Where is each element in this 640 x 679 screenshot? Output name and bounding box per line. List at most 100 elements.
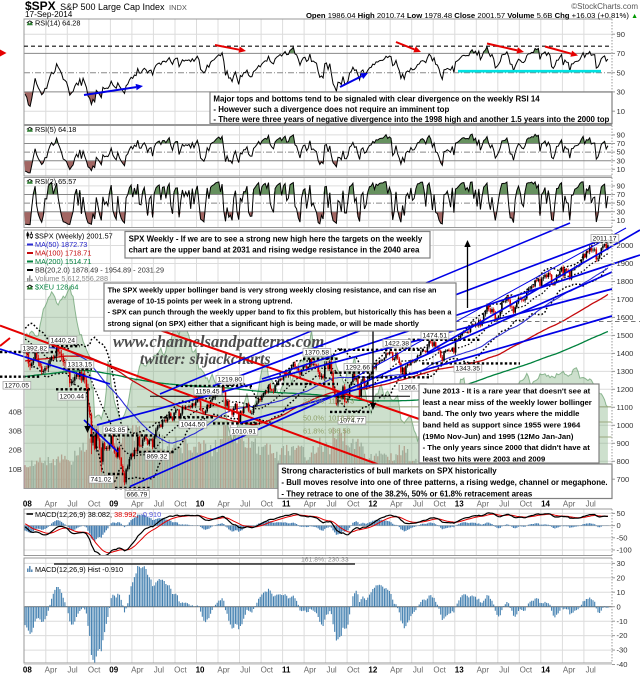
svg-text:Jul: Jul (326, 666, 336, 675)
svg-text:Oct: Oct (433, 666, 446, 675)
svg-text:Apr: Apr (390, 666, 403, 675)
svg-text:least two hits were 2003 and 2: least two hits were 2003 and 2009 (423, 454, 546, 463)
svg-text:average of 10-15 points per we: average of 10-15 points per week in a st… (108, 297, 293, 306)
svg-text:Oct: Oct (261, 666, 274, 675)
svg-text:- Bull moves resolve into one: - Bull moves resolve into one of three p… (281, 478, 607, 487)
svg-text:RSI(2) 65.57: RSI(2) 65.57 (35, 177, 76, 186)
svg-text:10: 10 (617, 107, 625, 116)
svg-text:10: 10 (617, 216, 625, 225)
svg-text:Jul: Jul (154, 500, 164, 509)
svg-text:Jul: Jul (413, 500, 423, 509)
svg-text:Apr: Apr (477, 666, 490, 675)
svg-text:50: 50 (617, 509, 625, 518)
svg-text:30: 30 (617, 156, 625, 165)
svg-text:Jul: Jul (240, 500, 250, 509)
svg-text:least a near miss of the weekl: least a near miss of the weekly lower bo… (423, 398, 592, 407)
svg-text:-30: -30 (617, 646, 628, 655)
svg-text:800: 800 (617, 457, 630, 466)
svg-text:Oct: Oct (433, 500, 446, 509)
svg-text:38.2%: 1101.73: 38.2%: 1101.73 (303, 397, 354, 406)
svg-text:Apr: Apr (304, 500, 317, 509)
svg-text:MACD(12,26,9) 38.082, 38.992,: MACD(12,26,9) 38.082, 38.992, -0.910 (35, 510, 161, 519)
svg-text:1700: 1700 (617, 295, 634, 304)
svg-text:741.02: 741.02 (91, 477, 112, 484)
svg-text:1600: 1600 (617, 313, 634, 322)
svg-text:1010.91: 1010.91 (232, 429, 257, 436)
svg-text:09: 09 (109, 500, 118, 509)
svg-text:10: 10 (617, 165, 625, 174)
svg-text:2011.17: 2011.17 (593, 236, 617, 243)
svg-text:- They retrace to one of the 3: - They retrace to one of the 38.2%, 50% … (281, 489, 532, 498)
svg-text:1422.38: 1422.38 (385, 341, 410, 348)
svg-text:30: 30 (617, 88, 625, 97)
svg-text:Oct: Oct (347, 666, 360, 675)
svg-text:20: 20 (617, 573, 625, 582)
svg-text:1900: 1900 (617, 259, 634, 268)
svg-text:Jul: Jul (586, 666, 596, 675)
svg-text:11: 11 (282, 500, 291, 509)
svg-text:14: 14 (541, 500, 550, 509)
svg-text:Apr: Apr (45, 666, 58, 675)
svg-text:Oct: Oct (88, 500, 101, 509)
svg-text:Strong characteristics of bull: Strong characteristics of bull markets o… (281, 467, 497, 476)
svg-text:1044.50: 1044.50 (181, 422, 206, 429)
svg-text:900: 900 (617, 439, 630, 448)
svg-text:90: 90 (617, 182, 625, 191)
svg-text:MA(200) 1514.71: MA(200) 1514.71 (35, 257, 91, 266)
svg-text:1370.58: 1370.58 (305, 350, 330, 357)
svg-text:10B: 10B (8, 465, 22, 474)
svg-text:70: 70 (617, 139, 625, 148)
svg-text:2000: 2000 (617, 241, 634, 250)
svg-text:www.channelsandpatterns.com: www.channelsandpatterns.com (113, 332, 324, 351)
svg-text:1392.82: 1392.82 (23, 346, 48, 353)
svg-text:1474.51: 1474.51 (423, 333, 448, 340)
svg-text:50: 50 (617, 68, 625, 77)
svg-text:-40: -40 (617, 660, 628, 669)
svg-text:30: 30 (617, 207, 625, 216)
svg-text:June 2013 - It is a rare year: June 2013 - It is a rare year that doesn… (423, 387, 591, 396)
svg-text:- SPX can punch through the we: - SPX can punch through the weekly upper… (108, 308, 453, 317)
svg-text:09: 09 (109, 666, 118, 675)
svg-text:Jul: Jul (499, 666, 509, 675)
svg-text:1200.44: 1200.44 (60, 394, 85, 401)
svg-text:Jul: Jul (413, 666, 423, 675)
svg-text:Major tops and bottoms tend to: Major tops and bottoms tend to be signal… (213, 95, 540, 104)
svg-text:Apr: Apr (563, 500, 576, 509)
svg-text:70: 70 (617, 49, 625, 58)
svg-text:Apr: Apr (217, 666, 230, 675)
svg-text:1400: 1400 (617, 349, 634, 358)
svg-text:1074.77: 1074.77 (340, 418, 365, 425)
svg-text:40B: 40B (8, 407, 22, 416)
svg-text:1292.66: 1292.66 (346, 365, 371, 372)
svg-text:- The only years since 2000 th: - The only years since 2000 that didn't … (423, 443, 591, 452)
svg-text:Apr: Apr (131, 500, 144, 509)
svg-text:Jul: Jul (67, 666, 77, 675)
svg-text:12: 12 (368, 500, 377, 509)
svg-text:1000: 1000 (617, 421, 634, 430)
svg-text:943.85: 943.85 (105, 427, 126, 434)
svg-text:61.8%: 936.58: 61.8%: 936.58 (303, 427, 351, 436)
svg-text:1300: 1300 (617, 367, 634, 376)
svg-text:1500: 1500 (617, 331, 634, 340)
svg-text:Oct: Oct (347, 500, 360, 509)
svg-text:30: 30 (617, 559, 625, 568)
svg-text:Jul: Jul (240, 666, 250, 675)
svg-text:Apr: Apr (477, 500, 490, 509)
svg-text:- There were three years of ne: - There were three years of negative div… (213, 115, 609, 124)
svg-text:$XEU 128.64: $XEU 128.64 (35, 283, 78, 292)
svg-text:(19Mo Nov-Jun) and 1995 (12Mo: (19Mo Nov-Jun) and 1995 (12Mo Jan-Jan) (423, 432, 574, 441)
svg-text:11: 11 (282, 666, 291, 675)
svg-text:Oct: Oct (520, 500, 533, 509)
svg-text:30B: 30B (8, 427, 22, 436)
svg-text:1343.35: 1343.35 (456, 366, 481, 373)
svg-text:chart are the upper band at 20: chart are the upper band at 2031 and ris… (129, 245, 420, 254)
svg-text:1266.74: 1266.74 (401, 385, 426, 392)
svg-text:Volume 5,612,556,288: Volume 5,612,556,288 (35, 274, 108, 283)
svg-text:Jul: Jul (499, 500, 509, 509)
svg-text:- However such a divergence do: - However such a divergence does not req… (213, 105, 449, 114)
svg-text:08: 08 (23, 666, 32, 675)
svg-text:1100: 1100 (617, 403, 633, 412)
svg-text:10: 10 (196, 500, 205, 509)
svg-text:1440.24: 1440.24 (51, 338, 76, 345)
svg-text:50: 50 (617, 148, 625, 157)
